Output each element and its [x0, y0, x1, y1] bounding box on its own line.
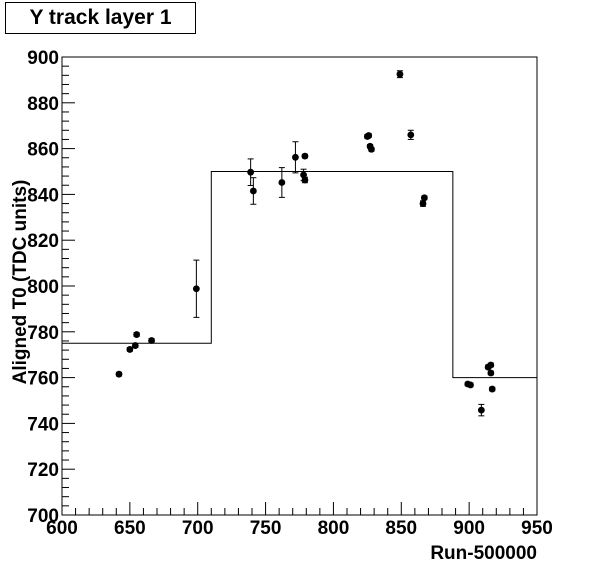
x-tick-label: 650: [114, 518, 146, 539]
x-axis-title: Run-500000: [430, 543, 537, 564]
data-point: [115, 370, 123, 378]
y-tick-label: 760: [27, 369, 59, 390]
x-tick-label: 600: [46, 518, 78, 539]
data-point: [292, 153, 299, 161]
y-tick-label: 800: [27, 277, 59, 298]
y-axis-title: Aligned T0 (TDC units): [10, 180, 31, 385]
x-tick-label: 700: [182, 518, 214, 539]
data-point: [133, 331, 141, 338]
data-point: [368, 145, 375, 153]
data-point: [249, 187, 257, 195]
y-tick-label: 720: [27, 460, 59, 481]
y-tick-label: 740: [27, 414, 59, 435]
y-tick-label: 840: [27, 185, 59, 206]
x-tick-label: 900: [453, 518, 485, 539]
x-tick-label: 950: [521, 518, 553, 539]
y-tick-label: 780: [27, 323, 59, 344]
y-tick-label: 860: [27, 140, 59, 161]
data-point: [301, 152, 309, 160]
data-point: [396, 70, 404, 78]
data-point: [487, 361, 495, 369]
x-tick-label: 850: [385, 518, 417, 539]
data-point: [148, 337, 155, 344]
data-point: [278, 179, 286, 186]
data-point: [247, 168, 255, 176]
data-point: [487, 369, 495, 377]
x-tick-label: 800: [318, 518, 350, 539]
data-point: [131, 342, 139, 349]
y-tick-label: 700: [27, 506, 59, 527]
data-point: [192, 285, 200, 293]
chart-title: Y track layer 1: [29, 6, 172, 29]
y-tick-label: 820: [27, 231, 59, 252]
data-point: [477, 406, 485, 414]
fit-step-line: [62, 171, 537, 379]
data-point: [126, 346, 134, 353]
data-point: [419, 200, 427, 207]
data-point: [420, 194, 428, 202]
chart-title-box: Y track layer 1: [5, 2, 196, 34]
data-point: [467, 381, 474, 389]
data-point: [301, 176, 309, 184]
data-point: [365, 132, 373, 139]
data-point: [488, 385, 496, 393]
y-tick-label: 900: [27, 48, 59, 69]
data-points-layer: [115, 70, 496, 417]
x-tick-label: 750: [250, 518, 282, 539]
axes-layer: [61, 56, 538, 516]
tick-labels-layer: 600 650 700 750 800 850 900 950 700 720 740 760 780 8…: [27, 48, 553, 539]
data-point: [407, 131, 415, 139]
y-tick-label: 880: [27, 94, 59, 115]
step-line-layer: [62, 171, 537, 379]
